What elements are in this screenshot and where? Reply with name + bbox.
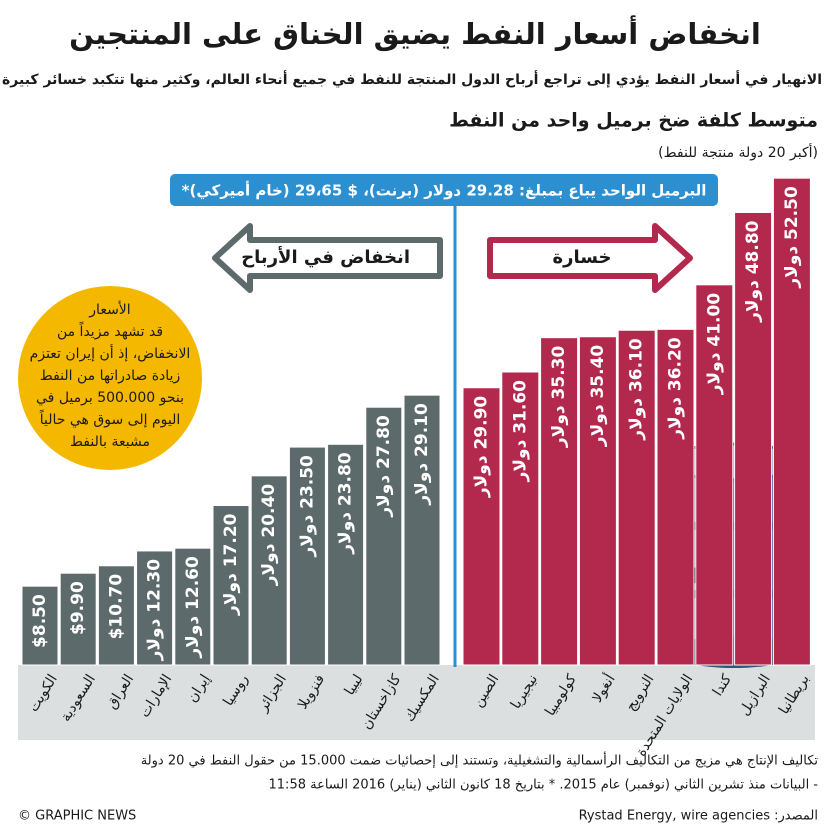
price-banner bbox=[170, 174, 718, 206]
bar bbox=[772, 177, 811, 666]
arrow-left bbox=[212, 223, 443, 293]
value-label: $9.90 bbox=[68, 581, 88, 635]
value-label: 36.20 دولار bbox=[666, 337, 686, 440]
bar bbox=[617, 329, 656, 666]
note-line: بنحو 500.000 برميل في bbox=[36, 390, 184, 406]
bar bbox=[212, 505, 250, 666]
bar bbox=[695, 284, 734, 666]
bar bbox=[136, 550, 174, 666]
note-circle bbox=[18, 286, 202, 470]
chart-title: انخفاض أسعار النفط يضيق الخناق على المنت… bbox=[69, 15, 761, 51]
value-label: 35.30 دولار bbox=[549, 346, 569, 449]
arrow-right-label: خسارة bbox=[552, 247, 611, 268]
bar bbox=[288, 446, 326, 666]
bar bbox=[59, 572, 97, 666]
bar bbox=[403, 394, 441, 666]
note: الأسعار قد تشهد مزيداً من الانخفاض، إذ أن … bbox=[30, 300, 191, 450]
bar bbox=[501, 371, 540, 666]
credit: © GRAPHIC NEWS bbox=[18, 809, 136, 824]
value-label: 41.00 دولار bbox=[704, 293, 724, 396]
bar bbox=[462, 387, 501, 666]
bar bbox=[365, 406, 403, 666]
bar bbox=[656, 328, 695, 666]
price-banner-text: البرميل الواحد يباع بمبلغ: 29.28 دولار (… bbox=[182, 181, 707, 200]
value-label: $8.50 bbox=[30, 594, 50, 648]
arrow-right bbox=[487, 223, 693, 293]
arrow-left-label: انخفاض في الأرباح bbox=[241, 246, 410, 268]
value-label: 23.80 دولار bbox=[336, 452, 356, 555]
bar bbox=[734, 211, 773, 666]
bar bbox=[250, 475, 288, 666]
value-label: 48.80 دولار bbox=[743, 220, 763, 323]
note-line: الأسعار bbox=[88, 300, 130, 318]
note-line: زيادة صادراتها من النفط bbox=[40, 368, 180, 384]
note-line: قد تشهد مزيداً من bbox=[57, 321, 163, 340]
bar bbox=[21, 585, 59, 666]
note-line: اليوم إلى سوق هي حالياً bbox=[39, 409, 180, 428]
value-label: 12.30 دولار bbox=[145, 559, 165, 662]
value-label: 36.10 دولار bbox=[627, 338, 647, 441]
bar bbox=[578, 336, 617, 666]
value-label: 31.60 دولار bbox=[510, 380, 530, 483]
heading: متوسط كلفة ضخ برميل واحد من النفط bbox=[449, 110, 818, 132]
bar bbox=[97, 565, 135, 666]
subheading: (أكبر 20 دولة منتجة للنفط) bbox=[658, 143, 818, 161]
bar bbox=[174, 547, 212, 666]
value-label: $10.70 bbox=[106, 574, 126, 640]
value-label: 20.40 دولار bbox=[259, 484, 279, 587]
bar bbox=[540, 337, 579, 666]
value-label: 17.20 دولار bbox=[221, 513, 241, 616]
source: المصدر: Rystad Energy, wire agencies bbox=[579, 809, 818, 824]
value-label: 12.60 دولار bbox=[183, 556, 203, 659]
value-label: 23.50 دولار bbox=[297, 455, 317, 558]
note-line: الانخفاض، إذ أن إيران تعتزم bbox=[30, 344, 191, 362]
footnote: تكاليف الإنتاج هي مزيج من التكاليف الرأس… bbox=[141, 752, 819, 769]
value-label: 35.40 دولار bbox=[588, 345, 608, 448]
footnote: - البيانات منذ تشرين الثاني (نوفمبر) عام… bbox=[269, 778, 819, 793]
label-band bbox=[18, 665, 815, 740]
value-label: 29.90 دولار bbox=[472, 396, 492, 499]
value-label: 29.10 دولار bbox=[412, 403, 432, 506]
subtitle: الانهيار في أسعار النفط يؤدي إلى تراجع أ… bbox=[2, 70, 822, 89]
value-label: 27.80 دولار bbox=[374, 415, 394, 518]
note-line: مشبعة بالنفط bbox=[70, 434, 150, 450]
value-label: 52.50 دولار bbox=[782, 186, 802, 289]
bar bbox=[327, 443, 365, 666]
